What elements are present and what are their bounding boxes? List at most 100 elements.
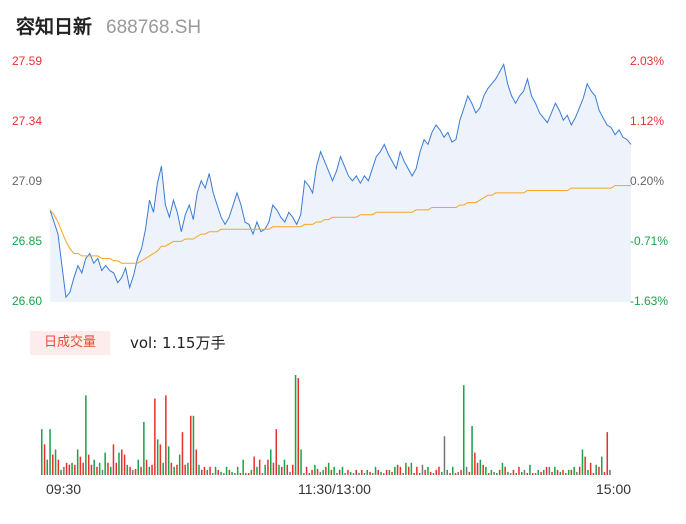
volume-bar — [261, 473, 264, 475]
volume-bar — [93, 459, 95, 475]
volume-bar — [388, 469, 391, 475]
volume-bar — [581, 449, 584, 475]
volume-bar — [460, 469, 462, 475]
volume-bar — [176, 464, 178, 475]
volume-bar — [512, 469, 515, 475]
volume-bar — [532, 473, 534, 475]
volume-bar — [319, 471, 322, 475]
volume-bar — [90, 464, 93, 475]
volume-bar — [493, 471, 495, 475]
volume-bar — [250, 469, 253, 475]
volume-bar — [85, 395, 87, 475]
volume-bar — [203, 466, 206, 475]
volume-bar — [74, 464, 76, 475]
volume-bar — [217, 469, 220, 475]
volume-bar — [603, 471, 606, 475]
volume-bar — [325, 466, 327, 475]
volume-bar — [485, 466, 487, 475]
volume-bar — [123, 454, 126, 475]
volume-bar — [606, 432, 609, 475]
volume-bar — [87, 454, 90, 475]
volume-bar — [98, 462, 101, 475]
volume-bar — [385, 469, 388, 475]
volume-bar — [476, 462, 479, 475]
volume-tab[interactable]: 日成交量 — [30, 331, 110, 355]
volume-bar — [126, 464, 129, 475]
volume-bar — [521, 471, 523, 475]
volume-bar — [336, 473, 338, 475]
volume-bar — [184, 464, 186, 475]
volume-bar — [43, 444, 46, 475]
volume-bar — [363, 473, 366, 475]
volume-bar — [465, 466, 468, 475]
volume-bar — [391, 471, 393, 475]
volume-bar — [151, 464, 153, 475]
volume-bar — [366, 469, 369, 475]
volume-bar — [471, 426, 473, 475]
volume-bar — [435, 469, 438, 475]
volume-bar — [270, 449, 272, 475]
price-line — [49, 62, 632, 299]
volume-bar — [236, 466, 239, 475]
volume-bar — [132, 469, 134, 475]
volume-bar — [463, 385, 465, 475]
volume-bar — [264, 464, 266, 475]
volume-bar — [347, 469, 349, 475]
volume-bar — [399, 466, 402, 475]
volume-bar — [156, 439, 159, 475]
volume-bar — [487, 473, 490, 475]
volume-bar — [223, 473, 225, 475]
volume-bar — [601, 456, 603, 475]
volume-bar — [330, 469, 333, 475]
volume-bar — [214, 466, 217, 475]
volume-bar — [228, 469, 231, 475]
volume-bar — [452, 466, 454, 475]
time-tick-label: 11:30/13:00 — [298, 481, 371, 497]
volume-bar — [441, 471, 443, 475]
volume-bar — [101, 469, 104, 475]
volume-bar — [110, 466, 112, 475]
volume-bar — [167, 446, 170, 475]
time-tick-label: 09:30 — [46, 481, 82, 497]
stock-name: 容知日新 — [16, 16, 93, 38]
volume-bar — [294, 375, 297, 475]
volume-bar — [281, 466, 283, 475]
volume-bar — [424, 469, 426, 475]
volume-bar — [327, 462, 330, 475]
volume-bar — [134, 468, 137, 475]
volume-bar — [548, 466, 551, 475]
volume-bar — [256, 466, 258, 475]
volume-bar — [609, 469, 611, 475]
volume-bar — [231, 471, 233, 475]
volume-bar — [369, 471, 371, 475]
volume-bar — [283, 459, 286, 475]
volume-bar — [438, 466, 440, 475]
time-tick-label: 15:00 — [596, 481, 632, 497]
volume-bar — [377, 469, 380, 475]
volume-bar — [112, 444, 115, 475]
volume-bar — [474, 452, 476, 475]
volume-bar — [504, 466, 506, 475]
volume-bar — [118, 452, 120, 475]
volume-bar — [468, 471, 471, 475]
volume-bar — [496, 473, 498, 475]
volume-bar — [303, 473, 305, 475]
volume-bar — [576, 471, 578, 475]
volume-bar — [446, 469, 449, 475]
volume-bar — [429, 471, 432, 475]
volume-bar — [190, 415, 192, 475]
volume-bar — [140, 466, 142, 475]
volume-bar — [198, 464, 200, 475]
volume-bar — [206, 469, 209, 475]
volume-bar — [587, 469, 589, 475]
volume-bar — [104, 452, 106, 475]
volume-bar — [201, 469, 203, 475]
stock-header: 容知日新 688768.SH — [16, 12, 201, 40]
volume-bar — [482, 464, 484, 475]
volume-bar — [545, 466, 548, 475]
volume-bar — [314, 464, 316, 475]
volume-bar — [68, 464, 71, 475]
volume-bar — [518, 466, 520, 475]
volume-bar — [60, 469, 62, 475]
